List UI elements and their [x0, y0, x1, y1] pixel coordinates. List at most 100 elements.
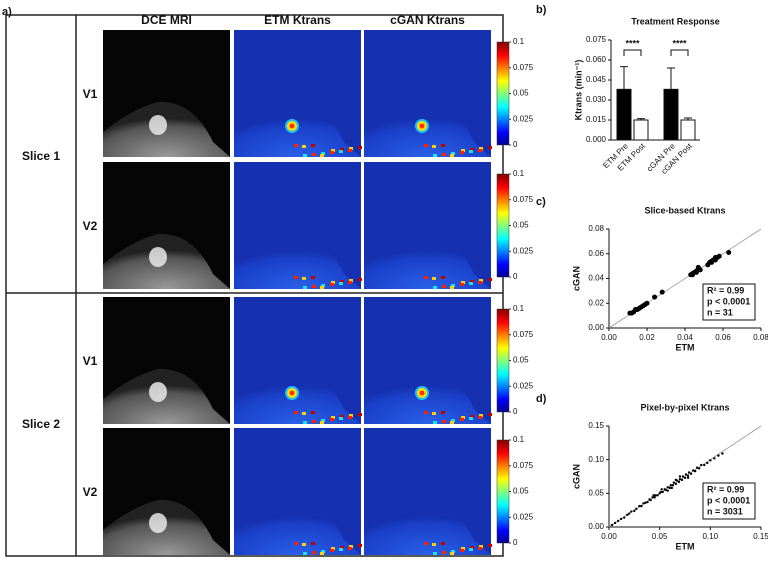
y-tick-label: 0.10 — [588, 455, 604, 464]
x-tick-label: 0.02 — [639, 333, 655, 342]
noise — [451, 284, 455, 287]
point — [726, 250, 732, 256]
panel-frame — [5, 14, 504, 557]
colorbar-tick-label: 0 — [513, 140, 518, 149]
lesion — [149, 115, 167, 135]
point — [654, 494, 657, 497]
y-tick-label: 0.060 — [586, 55, 607, 64]
noise — [302, 412, 306, 415]
noise — [488, 413, 492, 416]
noise — [432, 543, 436, 546]
noise — [339, 282, 343, 285]
visit-label: V2 — [83, 219, 98, 233]
point — [651, 496, 654, 499]
colorbar-tick-label: 0 — [513, 272, 518, 281]
noise — [442, 153, 446, 156]
point — [613, 521, 617, 525]
noise — [432, 412, 436, 415]
noise — [450, 552, 454, 555]
noise — [340, 280, 344, 283]
noise — [311, 411, 315, 414]
noise — [450, 421, 454, 424]
point — [686, 476, 690, 480]
noise — [441, 411, 445, 414]
noise — [320, 286, 324, 289]
panel-label: c) — [536, 196, 546, 208]
point — [659, 289, 665, 295]
noise — [470, 415, 474, 418]
noise — [311, 542, 315, 545]
point — [668, 486, 671, 490]
stats-text: R² = 0.99 — [707, 484, 744, 494]
point — [628, 512, 631, 515]
point — [670, 486, 674, 490]
colorbar — [496, 308, 510, 413]
point — [638, 504, 641, 508]
point — [649, 498, 652, 502]
colorbar — [496, 439, 510, 544]
y-tick-label: 0.030 — [586, 95, 607, 104]
noise — [424, 411, 428, 414]
noise — [348, 416, 352, 419]
lesion — [149, 247, 167, 267]
colorbar-tick-label: 0.075 — [513, 330, 534, 339]
y-axis-label: cGAN — [571, 464, 581, 489]
point — [672, 481, 676, 484]
noise — [348, 547, 352, 550]
point — [671, 484, 675, 487]
noise — [312, 285, 316, 288]
stats-box — [702, 283, 756, 321]
colorbar — [496, 41, 510, 146]
noise — [358, 146, 362, 149]
significance: **** — [672, 38, 687, 48]
tissue — [364, 233, 491, 289]
point — [644, 501, 647, 504]
point — [660, 488, 663, 491]
noise — [331, 281, 335, 284]
noise — [312, 420, 316, 423]
point — [652, 494, 655, 497]
column-header: DCE MRI — [141, 13, 192, 27]
lesion — [149, 513, 167, 533]
noise — [331, 149, 335, 152]
noise — [470, 280, 474, 283]
noise — [460, 549, 464, 552]
point — [695, 466, 699, 469]
panel-label: d) — [536, 393, 547, 405]
noise — [478, 149, 482, 152]
noise — [479, 279, 483, 282]
point — [681, 475, 685, 478]
noise — [349, 279, 353, 282]
noise — [432, 145, 436, 148]
colorbar-tick-label: 0.1 — [513, 304, 525, 313]
tissue — [234, 233, 361, 289]
noise — [433, 286, 437, 289]
noise — [432, 277, 436, 280]
point — [713, 457, 716, 460]
y-axis-label: cGAN — [571, 266, 581, 291]
noise — [441, 276, 445, 279]
noise — [479, 147, 483, 150]
point — [697, 467, 701, 470]
noise — [320, 421, 324, 424]
noise — [320, 552, 324, 555]
noise — [478, 281, 482, 284]
point — [706, 461, 709, 465]
colorbar-tick-label: 0 — [513, 538, 518, 547]
noise — [340, 148, 344, 151]
noise — [433, 421, 437, 424]
point — [680, 478, 684, 482]
point — [652, 294, 658, 300]
point — [674, 482, 678, 486]
noise — [330, 151, 334, 154]
bar — [633, 119, 649, 141]
colorbar-tick-label: 0.075 — [513, 63, 534, 72]
noise — [331, 547, 335, 550]
noise — [450, 154, 454, 157]
noise — [358, 544, 362, 547]
noise — [330, 418, 334, 421]
noise — [303, 552, 307, 555]
noise — [442, 551, 446, 554]
noise — [303, 154, 307, 157]
x-tick-label: 0.04 — [677, 333, 693, 342]
